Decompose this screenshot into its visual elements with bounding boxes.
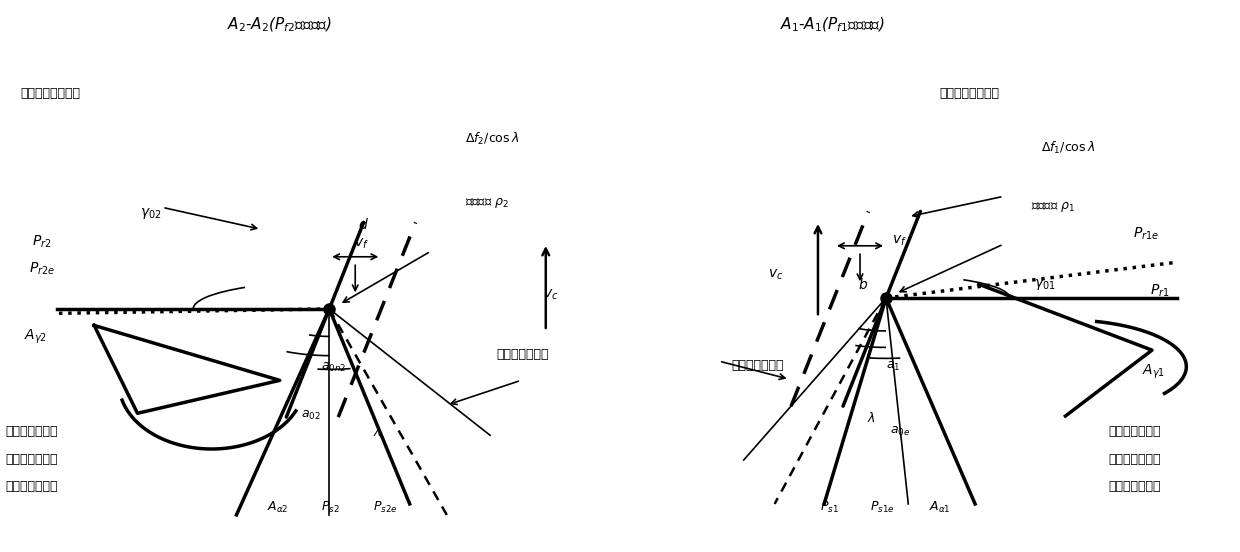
Text: $b$: $b$ xyxy=(858,277,868,292)
Text: $d$: $d$ xyxy=(357,217,368,232)
Text: 中径处的主剖面: 中径处的主剖面 xyxy=(1109,453,1161,466)
Text: $P_{s1}$: $P_{s1}$ xyxy=(821,500,839,515)
Text: $P_{s1e}$: $P_{s1e}$ xyxy=(870,500,894,515)
Text: $A_{\alpha1}$: $A_{\alpha1}$ xyxy=(929,500,951,515)
Text: $v_c$: $v_c$ xyxy=(769,268,784,282)
Text: $a_{0n2}$: $a_{0n2}$ xyxy=(321,361,346,374)
Text: 右刃切削时螺纹: 右刃切削时螺纹 xyxy=(5,426,57,438)
Text: $a_1$: $a_1$ xyxy=(887,359,900,373)
Text: $v_f$: $v_f$ xyxy=(353,236,368,251)
Text: $A_{\alpha2}$: $A_{\alpha2}$ xyxy=(268,500,289,515)
Text: 刃口半径 $\rho_1$: 刃口半径 $\rho_1$ xyxy=(1030,200,1075,214)
Text: 刃口半径 $\rho_2$: 刃口半径 $\rho_2$ xyxy=(465,197,510,210)
Text: $P_{r2}$: $P_{r2}$ xyxy=(32,233,52,250)
Text: 左刃切削时螺纹: 左刃切削时螺纹 xyxy=(1109,426,1161,438)
Text: 已加工螺纹表面: 已加工螺纹表面 xyxy=(496,348,549,362)
Text: $\gamma_{01}$: $\gamma_{01}$ xyxy=(1034,277,1056,292)
Text: 已加工螺纹表面: 已加工螺纹表面 xyxy=(732,359,784,373)
Text: $P_{r1}$: $P_{r1}$ xyxy=(1149,283,1169,299)
Text: 待加工右螺纹表面: 待加工右螺纹表面 xyxy=(20,87,79,99)
Text: $\Delta f_1/\cos\lambda$: $\Delta f_1/\cos\lambda$ xyxy=(1040,140,1095,156)
Text: $A_{\gamma1}$: $A_{\gamma1}$ xyxy=(1142,363,1166,381)
Text: $A_1$-$A_1$($P_{f1}$进给剖面): $A_1$-$A_1$($P_{f1}$进给剖面) xyxy=(780,15,885,34)
Text: $P_{s2e}$: $P_{s2e}$ xyxy=(372,500,397,515)
Text: $v_f$: $v_f$ xyxy=(893,233,906,247)
Text: 待加工左螺纹表面: 待加工左螺纹表面 xyxy=(939,87,999,99)
Text: 与刀具的相交面: 与刀具的相交面 xyxy=(1109,480,1161,493)
Text: $P_{r2e}$: $P_{r2e}$ xyxy=(29,261,55,277)
Text: $A_2$-$A_2$($P_{f2}$进给剖面): $A_2$-$A_2$($P_{f2}$进给剖面) xyxy=(227,15,332,34)
Text: $\Delta f_2/\cos\lambda$: $\Delta f_2/\cos\lambda$ xyxy=(465,130,520,147)
Text: $\gamma_{02}$: $\gamma_{02}$ xyxy=(140,206,161,221)
Text: $\lambda$: $\lambda$ xyxy=(868,411,877,424)
Text: $a_{02}$: $a_{02}$ xyxy=(301,409,321,422)
Text: $P_{r1e}$: $P_{r1e}$ xyxy=(1133,225,1159,242)
Text: 中径处的主剖面: 中径处的主剖面 xyxy=(5,453,57,466)
Text: 与刀具的相交面: 与刀具的相交面 xyxy=(5,480,57,493)
Text: $a_{0e}$: $a_{0e}$ xyxy=(890,426,910,438)
Text: $v_c$: $v_c$ xyxy=(543,288,559,302)
Text: $\lambda$: $\lambda$ xyxy=(372,426,381,439)
Text: $A_{\gamma2}$: $A_{\gamma2}$ xyxy=(24,328,47,347)
Text: $P_{s2}$: $P_{s2}$ xyxy=(321,500,340,515)
